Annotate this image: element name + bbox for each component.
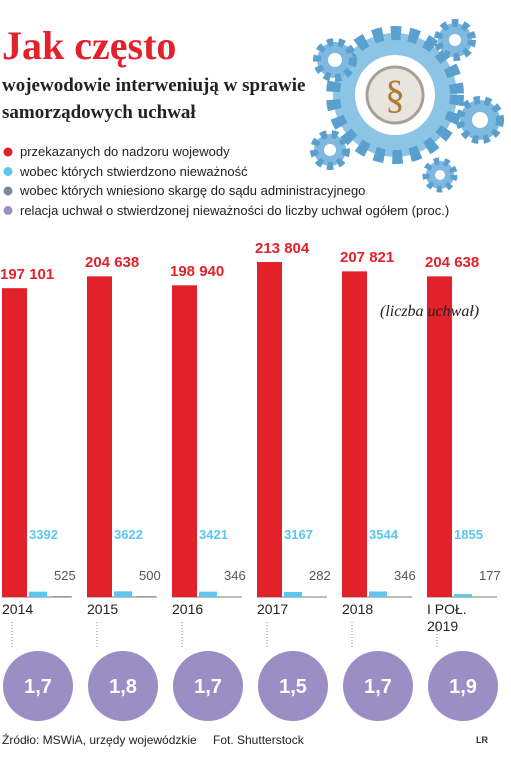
- value-label: 1855: [454, 527, 483, 542]
- legend-marker: [3, 206, 13, 215]
- value-label: 197 101: [0, 266, 55, 284]
- value-label: 3167: [284, 527, 313, 542]
- ratio-circle: [343, 651, 413, 721]
- bar: [29, 591, 47, 597]
- bar: [199, 591, 217, 597]
- legend-marker: [3, 167, 13, 176]
- legend-label: wobec których wniesiono skargę do sądu a…: [20, 183, 366, 198]
- bar: [52, 596, 70, 597]
- bar: [114, 591, 132, 597]
- bar: [257, 262, 282, 597]
- x-tick-label: 2014: [2, 601, 34, 617]
- ratio-label: 1,8: [109, 676, 137, 698]
- value-label: 282: [309, 568, 331, 583]
- ratio-circle: [258, 651, 328, 721]
- bar: [222, 596, 240, 597]
- bar: [172, 285, 197, 597]
- x-tick-label: 2018: [342, 601, 374, 617]
- legend-marker: [3, 147, 13, 157]
- value-label: 204 638: [425, 254, 480, 272]
- x-tick-label: I POŁ. 2019: [427, 601, 467, 634]
- value-label: 3421: [199, 527, 228, 542]
- ratio-circle: [88, 651, 158, 721]
- bar: [369, 591, 387, 597]
- value-label: 177: [479, 568, 501, 583]
- x-tick-label: 2015: [87, 601, 119, 617]
- bar: [137, 596, 155, 597]
- legend-label: przekazanych do nadzoru wojewody: [20, 144, 230, 159]
- bar: [454, 594, 472, 597]
- value-label: 346: [394, 568, 416, 583]
- subtitle: wojewodowie interweniują w sprawie samor…: [2, 75, 306, 123]
- ratio-label: 1,7: [194, 676, 222, 698]
- logo: LR: [476, 735, 488, 745]
- bar: [2, 288, 27, 597]
- value-label: 207 821: [340, 249, 395, 267]
- annotation: (liczba uchwał): [380, 303, 480, 320]
- credit: Fot. Shutterstock: [213, 733, 304, 747]
- value-label: 500: [139, 568, 161, 583]
- ratio-label: 1,5: [279, 676, 307, 698]
- value-label: 346: [224, 568, 246, 583]
- svg-text:§: §: [385, 72, 405, 117]
- ratio-circle: [428, 651, 498, 721]
- bar: [87, 276, 112, 597]
- value-label: 3544: [369, 527, 398, 542]
- bar: [427, 276, 452, 597]
- source: Źródło: MSWiA, urzędy wojewódzkie: [2, 733, 197, 747]
- ratio-circle: [3, 651, 73, 721]
- ratio-label: 1,7: [364, 676, 392, 698]
- ratio-label: 1,9: [449, 676, 477, 698]
- legend-marker: [3, 186, 13, 196]
- value-label: 204 638: [85, 254, 140, 272]
- x-tick-label: 2017: [257, 601, 289, 617]
- legend-label: wobec których stwierdzono nieważność: [20, 163, 248, 179]
- ratio-label: 1,7: [24, 676, 52, 698]
- bar: [392, 596, 410, 597]
- ratio-circle: [173, 651, 243, 721]
- gears-illustration: §: [310, 19, 504, 193]
- value-label: 198 940: [170, 263, 225, 281]
- value-label: 3392: [29, 527, 58, 542]
- x-tick-label: 2016: [172, 601, 204, 617]
- title: Jak często: [2, 23, 177, 68]
- value-label: 3622: [114, 527, 143, 542]
- bar: [342, 271, 367, 597]
- value-label: 213 804: [255, 240, 310, 257]
- value-label: 525: [54, 568, 76, 583]
- legend-label: relacja uchwał o stwierdzonej nieważnośc…: [20, 202, 450, 218]
- bar: [284, 592, 302, 597]
